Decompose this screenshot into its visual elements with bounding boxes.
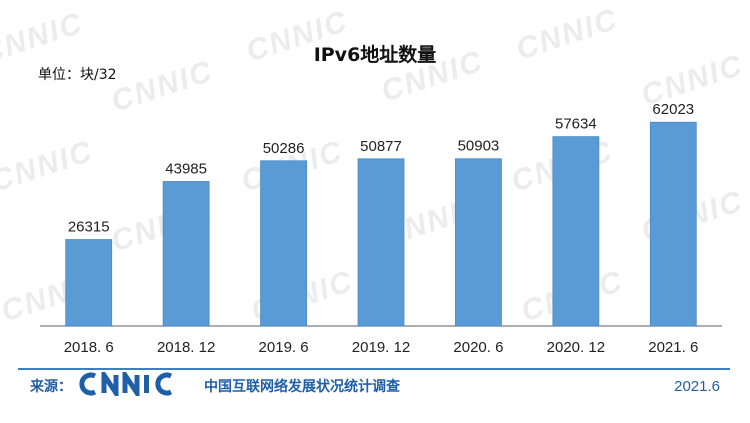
data-label: 26315 — [68, 219, 110, 236]
category-label: 2020. 6 — [453, 339, 503, 356]
category-label: 2018. 12 — [157, 339, 215, 356]
data-label: 50286 — [263, 140, 305, 157]
source-organization: 中国互联网络发展状况统计调查 — [204, 379, 400, 395]
footer-divider — [18, 368, 730, 370]
source-label: 来源： — [30, 379, 72, 395]
unit-label: 单位：块/32 — [38, 67, 117, 83]
category-label: 2019. 12 — [352, 339, 410, 356]
bar-2018.12 — [162, 181, 210, 327]
data-label: 43985 — [165, 160, 207, 177]
category-label: 2018. 6 — [64, 339, 114, 356]
data-label: 57634 — [555, 116, 597, 133]
data-label: 62023 — [652, 101, 694, 118]
category-label: 2021. 6 — [648, 339, 698, 356]
bar-2018.6 — [65, 239, 113, 327]
bar-2020.12 — [552, 136, 600, 327]
report-date: 2021.6 — [674, 377, 720, 395]
cnnic-logo — [78, 366, 196, 402]
data-label: 50903 — [458, 138, 500, 155]
data-label: 50877 — [360, 138, 402, 155]
bar-2020.6 — [455, 158, 502, 327]
bar-2019.12 — [357, 158, 405, 327]
bar-2019.6 — [260, 160, 307, 327]
chart-title: IPv6地址数量 — [313, 44, 437, 66]
footer: 来源： 中国互联网络发展状况统计调查 2021.6 — [30, 366, 720, 402]
bar-2021.6 — [649, 121, 697, 327]
category-label: 2020. 12 — [547, 339, 605, 356]
category-label: 2019. 6 — [259, 339, 309, 356]
